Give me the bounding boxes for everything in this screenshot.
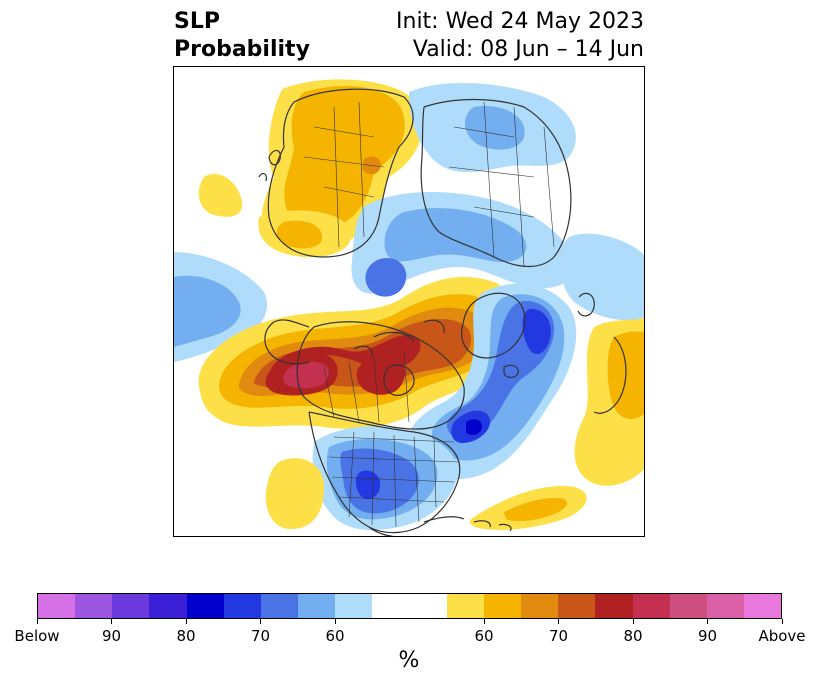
canada-province-lines	[323, 351, 410, 423]
colorbar-segment	[595, 594, 633, 618]
valid-range: Valid: 08 Jun – 14 Jun	[412, 37, 644, 62]
colorbar-tick	[334, 619, 336, 624]
colorbar-segment	[409, 594, 447, 618]
colorbar	[37, 593, 782, 619]
anomaly-yellow-sw	[265, 458, 324, 530]
anomaly-crimson-na	[283, 361, 329, 389]
anomaly-gold-asia	[284, 85, 405, 229]
colorbar-segment	[521, 594, 559, 618]
colorbar-tick	[558, 619, 559, 624]
colorbar-segment	[75, 594, 113, 618]
colorbar-tick-label: 60	[474, 627, 494, 645]
colorbar-tick-label: 90	[101, 627, 122, 645]
colorbar-tick-label: 80	[623, 627, 643, 645]
anomaly-skyblue-pacific	[174, 275, 241, 347]
colorbar-segment	[669, 594, 707, 618]
colorbar-segment	[186, 594, 224, 618]
coastline-mexico	[368, 516, 465, 536]
map-dates: Init: Wed 24 May 2023 Valid: 08 Jun – 14…	[396, 8, 644, 64]
colorbar-tick-label: 60	[325, 627, 345, 645]
coastline-japan	[258, 149, 281, 182]
colorbar-tick-label: 90	[697, 627, 718, 645]
coastline-europe	[420, 98, 572, 268]
colorbar-segment	[38, 594, 76, 618]
colorbar-tick	[632, 619, 634, 624]
coastline-hudson	[383, 364, 415, 396]
state-borders	[303, 101, 555, 528]
anomaly-skyblue-arctic	[384, 208, 527, 262]
probability-map	[173, 66, 645, 537]
anomaly-blue-arctic	[365, 258, 407, 297]
colorbar-segment	[558, 594, 596, 618]
colorbar-segment	[632, 594, 670, 618]
colorbar-segment	[260, 594, 299, 618]
anomaly-skyblue-north	[464, 106, 525, 150]
colorbar-segment	[446, 594, 484, 618]
colorbar-segment	[483, 594, 522, 618]
anomaly-navy-atlantic	[466, 419, 482, 435]
map-canvas	[174, 79, 644, 536]
colorbar-tick-label: 80	[176, 627, 196, 645]
colorbar-tick	[260, 619, 261, 624]
coastline-alaska	[264, 319, 310, 365]
anomaly-gold-asia-south	[276, 220, 323, 249]
coastline-britain	[577, 292, 595, 317]
colorbar-segment	[298, 594, 336, 618]
coastline-usa	[308, 411, 461, 534]
colorbar-segment	[223, 594, 261, 618]
colorbar-tick-label: 70	[548, 627, 569, 645]
colorbar-tick	[781, 619, 783, 624]
colorbar-segment	[706, 594, 744, 618]
anomaly-gold-se	[504, 497, 568, 522]
colorbar-tick	[111, 619, 112, 624]
colorbar-tick-label: 70	[250, 627, 271, 645]
anomaly-royal-us	[355, 470, 381, 500]
colorbar-segment	[149, 594, 187, 618]
colorbar-segment	[372, 594, 410, 618]
colorbar-tick	[185, 619, 187, 624]
colorbar-tick	[707, 619, 708, 624]
anomaly-royal-atlantic-n	[522, 308, 551, 354]
coastline-greenland	[461, 292, 526, 359]
colorbar-tick-label: Below	[14, 627, 60, 645]
coastline-caribbean	[473, 520, 512, 532]
coastline-canada	[296, 321, 465, 430]
coastline-asia	[267, 88, 414, 258]
coastline-arctic-islands	[353, 319, 445, 358]
colorbar-tick-label: Above	[758, 627, 806, 645]
colorbar-segment	[335, 594, 373, 618]
colorbar-segment	[743, 594, 782, 618]
eurasia-borders	[303, 101, 555, 268]
init-date: Init: Wed 24 May 2023	[396, 9, 644, 34]
coastline-iceland	[503, 364, 519, 379]
coastlines	[258, 88, 627, 536]
colorbar-unit: %	[398, 648, 420, 673]
us-state-grid	[328, 431, 460, 528]
colorbar-segment	[112, 594, 150, 618]
title-line-2: Probability	[174, 37, 310, 62]
colorbar-tick	[483, 619, 485, 624]
anomaly-lightblue-east	[559, 233, 644, 321]
coastline-africa	[593, 336, 627, 414]
map-title: SLP Probability	[174, 8, 310, 64]
colorbar-tick	[36, 619, 38, 624]
title-line-1: SLP	[174, 9, 220, 34]
anomaly-yellow-asia-west	[198, 173, 243, 217]
